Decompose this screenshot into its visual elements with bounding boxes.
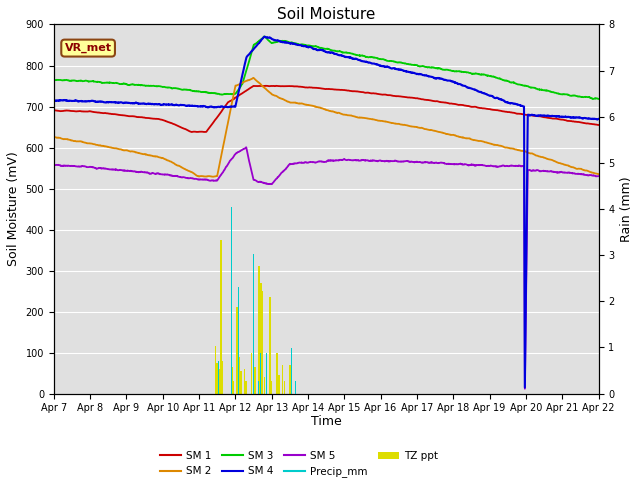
X-axis label: Time: Time: [311, 415, 342, 428]
Bar: [253, 254, 254, 394]
Bar: [260, 353, 261, 394]
Bar: [255, 367, 256, 394]
Bar: [291, 348, 292, 394]
Bar: [244, 369, 245, 394]
Bar: [269, 297, 271, 394]
Bar: [218, 361, 220, 394]
Bar: [260, 283, 262, 394]
Bar: [271, 381, 273, 394]
Bar: [282, 365, 284, 394]
Bar: [233, 381, 234, 394]
Bar: [253, 373, 254, 394]
Bar: [231, 207, 232, 394]
Bar: [214, 347, 216, 394]
Bar: [240, 371, 241, 394]
Bar: [245, 381, 247, 394]
Bar: [295, 381, 296, 394]
Text: VR_met: VR_met: [65, 43, 111, 53]
Bar: [266, 353, 267, 394]
Bar: [284, 381, 285, 394]
Bar: [238, 357, 240, 394]
Bar: [276, 353, 278, 394]
Bar: [251, 353, 253, 394]
Bar: [258, 266, 260, 394]
Bar: [216, 363, 218, 394]
Bar: [236, 308, 238, 394]
Bar: [278, 375, 280, 394]
Bar: [262, 291, 264, 394]
Bar: [289, 365, 291, 394]
Bar: [220, 240, 221, 394]
Title: Soil Moisture: Soil Moisture: [277, 7, 375, 22]
Legend: SM 1, SM 2, SM 3, SM 4, SM 5, Precip_mm, TZ ppt: SM 1, SM 2, SM 3, SM 4, SM 5, Precip_mm,…: [156, 447, 442, 480]
Bar: [264, 377, 265, 394]
Bar: [291, 381, 292, 394]
Y-axis label: Rain (mm): Rain (mm): [620, 176, 633, 242]
Bar: [218, 369, 220, 394]
Y-axis label: Soil Moisture (mV): Soil Moisture (mV): [7, 152, 20, 266]
Bar: [231, 367, 232, 394]
Bar: [222, 361, 223, 394]
